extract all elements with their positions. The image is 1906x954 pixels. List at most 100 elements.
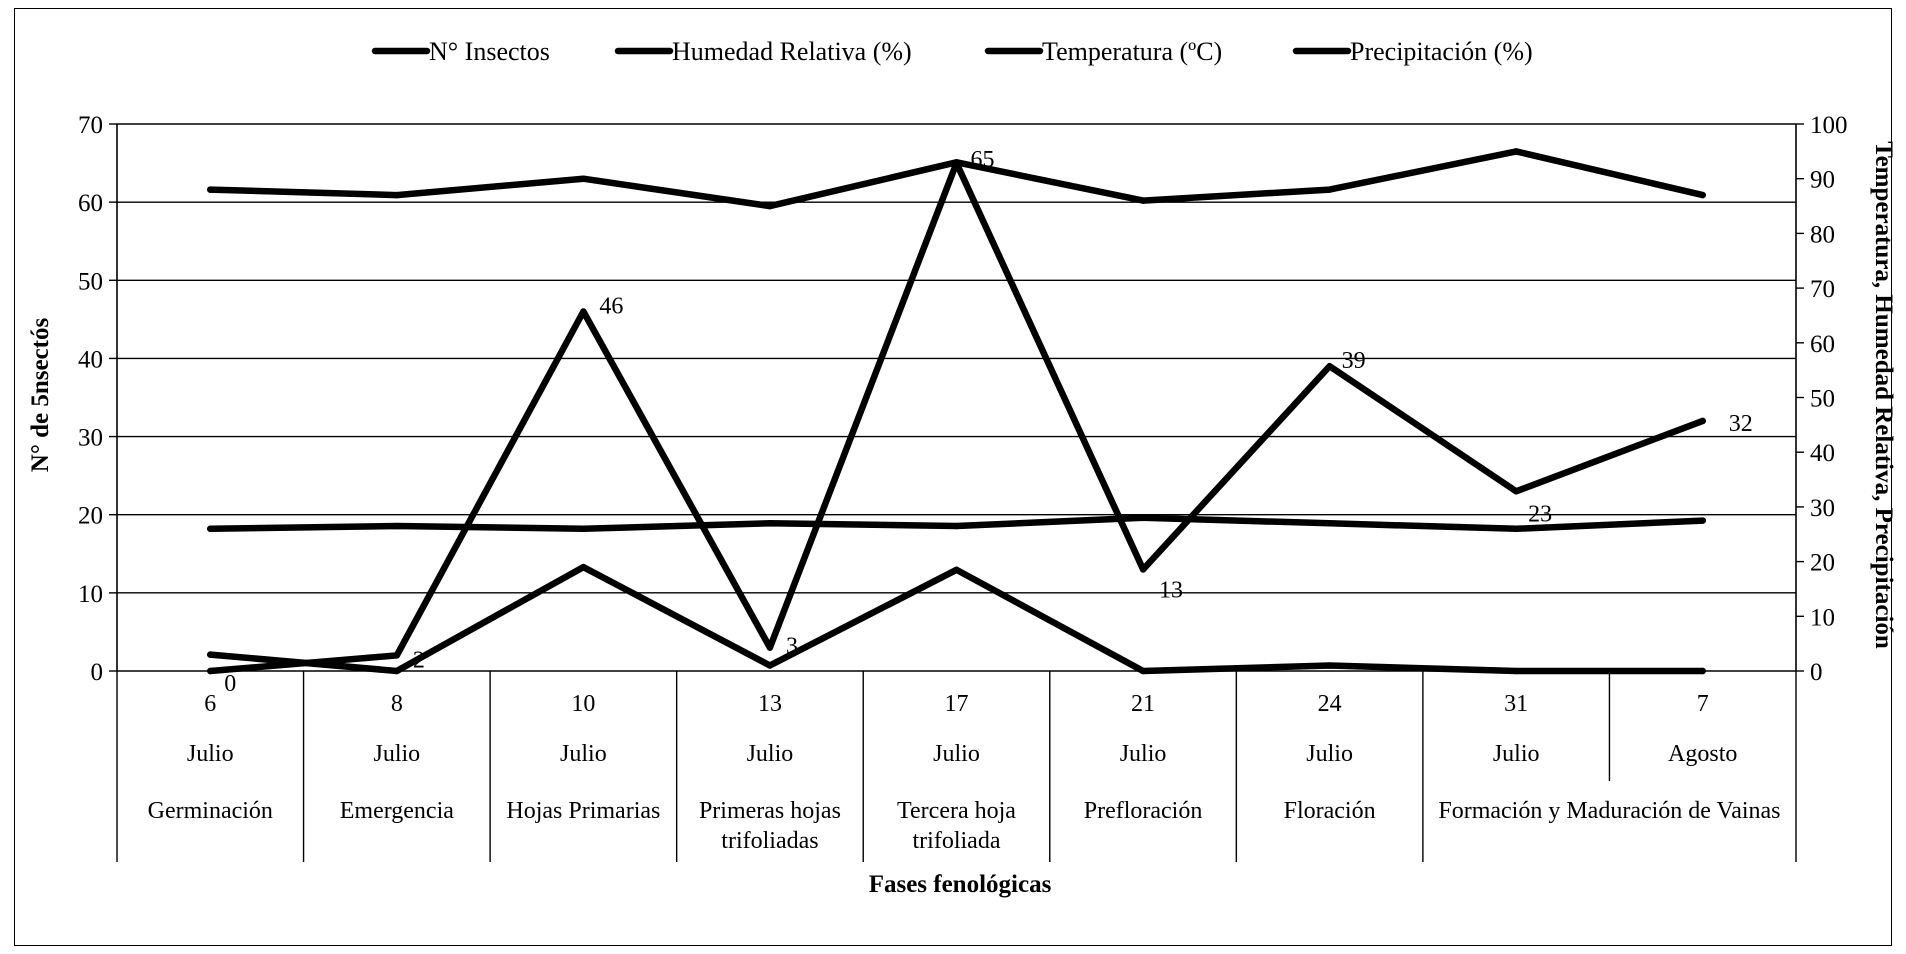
series-point-1	[1512, 148, 1520, 155]
data-label: 2	[413, 647, 425, 673]
series-point-3	[1139, 667, 1147, 675]
series-point-0	[1699, 417, 1706, 425]
legend: N° Insectos Humedad Relativa (%) Temperatu…	[371, 37, 1533, 66]
right-tick-label: 50	[1810, 386, 1835, 413]
series-line-0	[207, 159, 1706, 675]
series-point-1	[1699, 191, 1706, 199]
series-point-1	[1139, 197, 1147, 204]
phase-label: Germinación	[148, 798, 273, 824]
axes: 0 10 20 30 40 50 60 70 0 10 20 30 40 50 60 70 80 90 100	[78, 112, 1848, 686]
series-point-2	[580, 525, 587, 532]
category-month: Julio	[1493, 741, 1540, 767]
data-label: 39	[1342, 348, 1366, 374]
x-axis-title: Fases fenológicas	[869, 871, 1052, 898]
data-label: 65	[971, 147, 995, 173]
legend-entry: Precipitación (%)	[1350, 37, 1533, 66]
category-month: Julio	[1120, 741, 1167, 767]
category-axis: 6 Julio 8 Julio 10 Julio 13 Julio 17 Julio 21 Julio…	[116, 671, 1797, 862]
series-point-2	[766, 520, 774, 527]
data-label: 23	[1528, 501, 1552, 527]
series-point-2	[1699, 517, 1706, 524]
left-tick-label: 20	[78, 503, 103, 530]
phase-label: Tercera hoja trifoliada	[897, 798, 1016, 854]
phase-label: Prefloración	[1084, 798, 1203, 824]
series-point-3	[1326, 662, 1333, 669]
series-point-3	[766, 662, 774, 669]
category-day: 31	[1504, 691, 1528, 717]
category-day: 6	[204, 691, 216, 717]
category-day: 24	[1318, 691, 1342, 717]
series-point-2	[1512, 525, 1520, 532]
series-point-0	[1326, 363, 1333, 370]
left-tick-label: 50	[78, 268, 103, 295]
series-group	[207, 148, 1706, 675]
data-label: 3	[786, 634, 798, 660]
left-tick-label: 0	[91, 659, 104, 686]
left-tick-label: 60	[78, 190, 103, 217]
right-axis-title: Temperatura, Humedad Relativa, Precipita…	[1870, 141, 1897, 649]
category-day: 13	[758, 691, 782, 717]
series-point-3	[1699, 667, 1706, 675]
series-point-2	[207, 525, 214, 532]
series-point-0	[207, 667, 214, 675]
left-tick-label: 30	[78, 425, 103, 452]
series-point-1	[1326, 186, 1333, 193]
category-month: Julio	[1306, 741, 1353, 767]
series-point-0	[393, 652, 401, 659]
series-point-3	[207, 651, 214, 658]
series-point-0	[766, 644, 774, 651]
right-tick-label: 30	[1810, 495, 1835, 522]
right-tick-label: 10	[1810, 604, 1835, 631]
series-point-0	[1512, 488, 1520, 495]
left-axis-title: N° de 5nsectós	[27, 318, 54, 473]
phase-label: Emergencia	[340, 798, 455, 824]
right-tick-label: 40	[1810, 440, 1835, 467]
series-point-2	[393, 522, 401, 530]
data-label: 46	[599, 294, 623, 320]
category-day: 7	[1697, 691, 1709, 717]
series-point-0	[580, 308, 587, 315]
series-point-3	[953, 566, 960, 574]
series-point-2	[1326, 520, 1333, 527]
right-tick-label: 70	[1810, 276, 1835, 303]
category-month: Julio	[373, 741, 420, 767]
series-point-1	[766, 202, 774, 210]
legend-entry: N° Insectos	[429, 37, 550, 66]
category-day: 17	[945, 691, 969, 717]
category-month: Julio	[560, 741, 607, 767]
phase-label: Hojas Primarias	[506, 798, 660, 824]
right-tick-label: 0	[1810, 659, 1823, 686]
category-month: Julio	[933, 741, 980, 767]
series-point-2	[953, 522, 960, 530]
category-month: Julio	[187, 741, 234, 767]
gridlines	[117, 123, 1796, 672]
left-tick-label: 10	[78, 581, 103, 608]
series-point-3	[580, 563, 587, 571]
series-point-3	[1512, 667, 1520, 675]
series-point-1	[207, 186, 214, 193]
data-label: 32	[1729, 411, 1753, 437]
data-label: 13	[1159, 577, 1183, 603]
left-tick-label: 40	[78, 346, 103, 373]
series-point-1	[393, 191, 401, 199]
series-point-0	[953, 159, 960, 167]
phase-label: Primeras hojas trifoliadas	[699, 798, 841, 854]
phase-label: Formación y Maduración de Vainas	[1438, 798, 1780, 824]
phase-label: Floración	[1284, 798, 1376, 824]
right-tick-label: 100	[1810, 112, 1848, 139]
legend-entry: Humedad Relativa (%)	[672, 37, 912, 66]
data-labels: 0 2 46 3 65 13 39 23 32	[224, 147, 1752, 697]
series-point-3	[393, 667, 401, 675]
right-tick-label: 20	[1810, 550, 1835, 577]
series-point-0	[1139, 566, 1147, 573]
right-tick-label: 60	[1810, 331, 1835, 358]
category-month: Julio	[747, 741, 794, 767]
right-tick-label: 90	[1810, 167, 1835, 194]
category-day: 10	[571, 691, 595, 717]
left-tick-label: 70	[78, 112, 103, 139]
right-tick-label: 80	[1810, 221, 1835, 248]
category-day: 8	[391, 691, 403, 717]
series-point-1	[580, 175, 587, 182]
data-label: 0	[224, 671, 236, 697]
